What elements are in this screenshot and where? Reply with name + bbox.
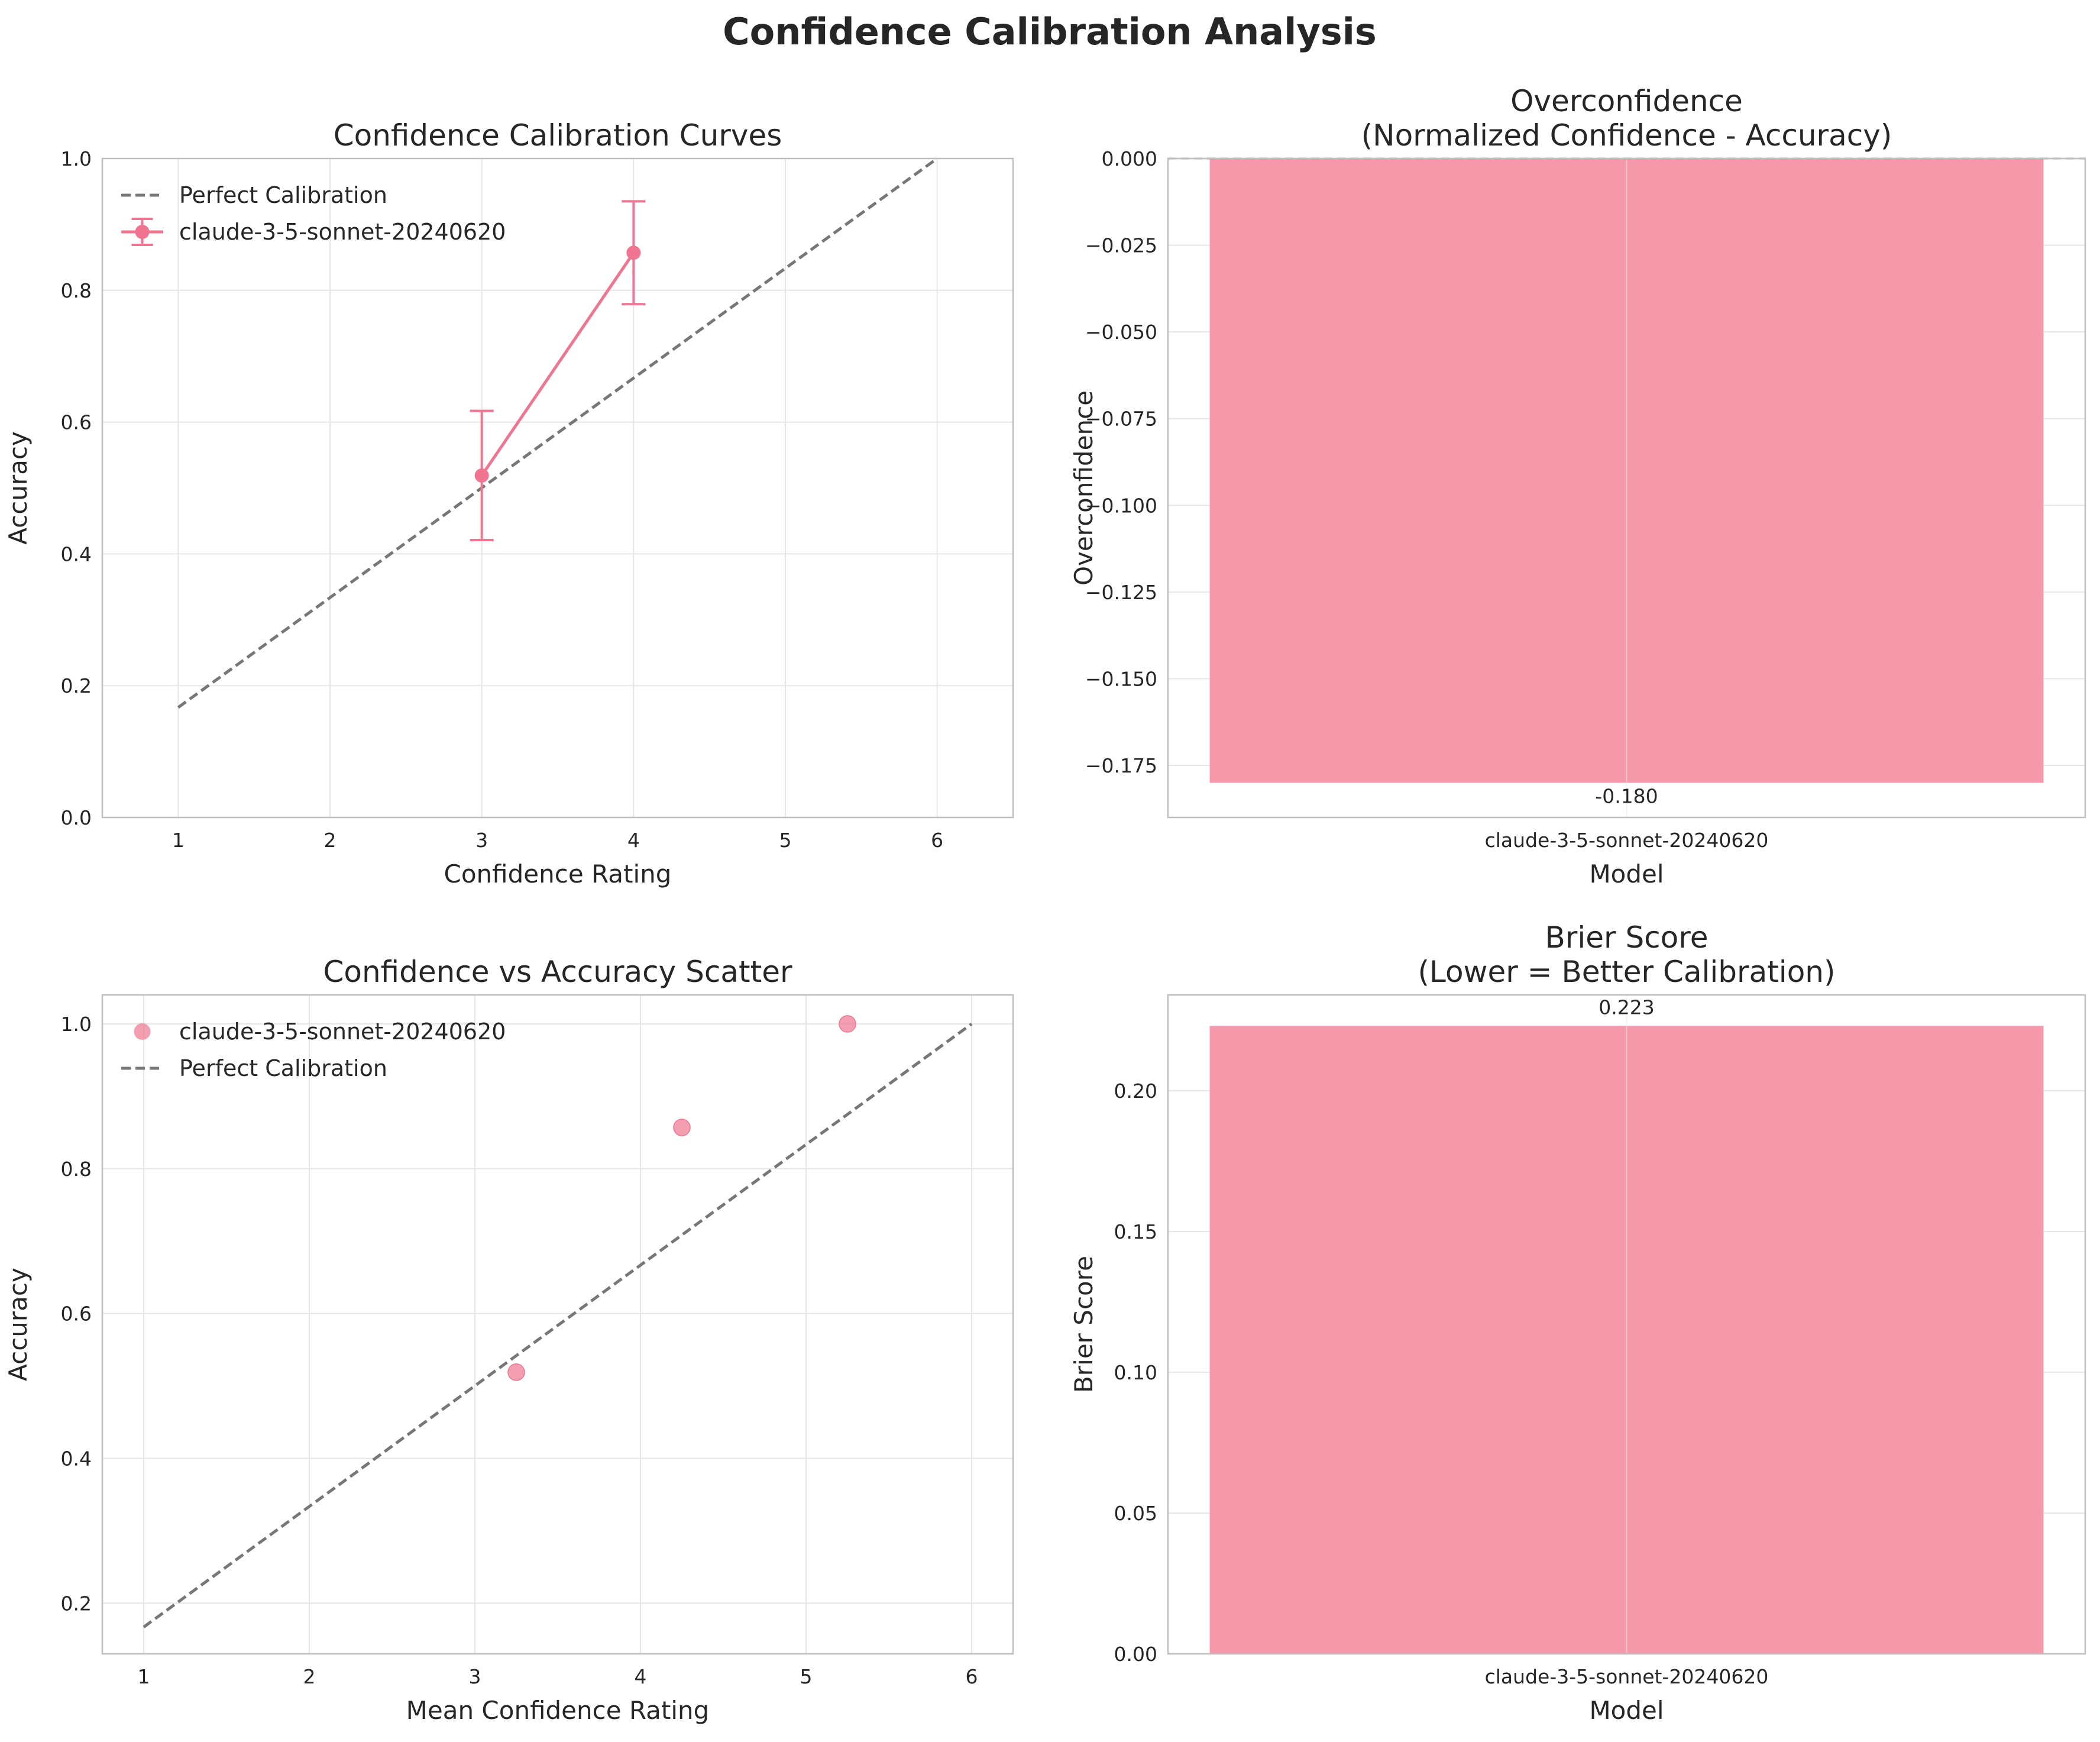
legend: claude-3-5-sonnet-20240620 Perfect Calibr…	[121, 1019, 506, 1081]
y-tick-label: 1.0	[61, 147, 92, 170]
x-axis-label: Confidence Rating	[444, 859, 672, 888]
legend-entry-label: Perfect Calibration	[179, 182, 387, 208]
perfect-calibration-line	[143, 1022, 973, 1628]
y-tick-label: 1.0	[61, 1013, 92, 1036]
x-tick-label: 1	[172, 829, 185, 852]
y-tick-label: 0.0	[61, 806, 92, 829]
x-tick-label: claude-3-5-sonnet-20240620	[1485, 1665, 1769, 1688]
y-tick-label: −0.175	[1085, 754, 1157, 777]
y-tick-label: 0.8	[61, 1158, 92, 1181]
x-tick-label: 5	[800, 1665, 813, 1688]
x-tick-label: 6	[931, 829, 943, 852]
scatter-point	[673, 1119, 691, 1136]
y-tick-label: 0.8	[61, 279, 92, 302]
x-tick-label: 3	[475, 829, 488, 852]
axes-frame	[101, 994, 1014, 1655]
calibration-curves-panel: 1 2 3 4 5 6 0.0 0.2 0.4 0.6 0.8 1.0 Perfect Calibrat…	[4, 118, 1014, 888]
y-axis-label: Accuracy	[4, 431, 33, 545]
y-tick-label: 0.000	[1102, 147, 1157, 170]
legend-entry-label: claude-3-5-sonnet-20240620	[179, 219, 506, 245]
x-tick-label: 4	[627, 829, 640, 852]
series-line	[480, 251, 635, 477]
legend-scatter-key	[134, 1023, 151, 1040]
x-tick-label: 3	[469, 1665, 481, 1688]
x-axis-label: Model	[1589, 859, 1664, 888]
bar-value-label: 0.223	[1599, 996, 1654, 1019]
legend-entry-label: Perfect Calibration	[179, 1055, 387, 1081]
axes-frame	[1167, 994, 2086, 1655]
y-tick-label: −0.125	[1085, 581, 1157, 604]
y-tick-label: 0.6	[61, 411, 92, 434]
legend-marker-key	[135, 225, 150, 239]
scatter-point	[839, 1015, 856, 1033]
y-tick-label: 0.2	[61, 1592, 92, 1615]
y-axis-label: Overconfidence	[1069, 390, 1098, 586]
panel-title-line-2: (Lower = Better Calibration)	[1418, 955, 1835, 989]
scatter-point	[507, 1363, 525, 1381]
y-tick-label: 0.2	[61, 674, 92, 697]
y-tick-label: 0.4	[61, 1447, 92, 1470]
overconfidence-panel: 0.000 −0.025 −0.050 −0.075 −0.100 −0.125 −0.15…	[1069, 84, 2086, 888]
confidence-accuracy-scatter-panel: 1 2 3 4 5 6 0.2 0.4 0.6 0.8 1.0 claude-3-5-sonnet-2…	[4, 955, 1014, 1725]
legend-entry-label: claude-3-5-sonnet-20240620	[179, 1019, 506, 1045]
y-tick-label: −0.025	[1085, 234, 1157, 257]
x-tick-label: 4	[635, 1665, 647, 1688]
x-tick-label: 2	[324, 829, 336, 852]
y-axis-label: Brier Score	[1069, 1256, 1098, 1393]
y-tick-label: 0.20	[1114, 1080, 1157, 1103]
x-tick-label: 6	[966, 1665, 978, 1688]
y-tick-label: −0.100	[1085, 494, 1157, 517]
x-tick-label: 5	[779, 829, 792, 852]
x-tick-label: claude-3-5-sonnet-20240620	[1485, 829, 1769, 852]
panel-title-line-2: (Normalized Confidence - Accuracy)	[1361, 118, 1892, 153]
legend: Perfect Calibration claude-3-5-sonnet-202…	[121, 182, 506, 246]
x-axis-label: Model	[1589, 1696, 1664, 1725]
y-tick-label: 0.15	[1114, 1220, 1157, 1243]
y-tick-label: 0.4	[61, 542, 92, 565]
y-tick-label: −0.075	[1085, 408, 1157, 431]
axes-frame	[101, 157, 1014, 819]
panel-title-line-1: Overconfidence	[1510, 84, 1743, 118]
brier-score-panel: 0.00 0.05 0.10 0.15 0.20 claude-3-5-sonnet-20…	[1069, 920, 2086, 1725]
y-tick-label: −0.150	[1085, 667, 1157, 690]
y-tick-label: 0.00	[1114, 1643, 1157, 1666]
series-point	[626, 245, 641, 260]
y-tick-label: 0.05	[1114, 1502, 1157, 1525]
y-tick-label: −0.050	[1085, 321, 1157, 344]
figure-title: Confidence Calibration Analysis	[723, 10, 1377, 53]
panel-title-line-1: Brier Score	[1545, 920, 1708, 955]
x-tick-label: 1	[138, 1665, 150, 1688]
x-axis-label: Mean Confidence Rating	[406, 1696, 710, 1725]
y-axis-label: Accuracy	[4, 1268, 33, 1381]
axes-frame	[1167, 157, 2086, 819]
panel-title: Confidence vs Accuracy Scatter	[323, 955, 792, 989]
x-tick-label: 2	[303, 1665, 316, 1688]
panel-title: Confidence Calibration Curves	[334, 118, 782, 153]
y-tick-label: 0.10	[1114, 1361, 1157, 1384]
series-point	[474, 468, 489, 483]
bar-value-label: -0.180	[1595, 784, 1658, 807]
y-tick-label: 0.6	[61, 1303, 92, 1326]
